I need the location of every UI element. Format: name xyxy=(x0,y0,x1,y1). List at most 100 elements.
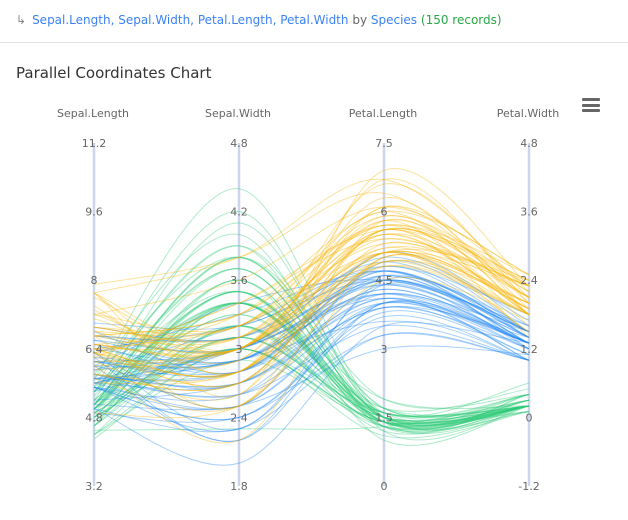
record-line[interactable] xyxy=(93,348,530,440)
record-line[interactable] xyxy=(93,254,530,410)
record-line[interactable] xyxy=(93,256,530,409)
record-line[interactable] xyxy=(93,248,530,382)
record-line[interactable] xyxy=(93,336,530,418)
record-line[interactable] xyxy=(93,336,530,422)
record-line[interactable] xyxy=(93,268,530,426)
record-line[interactable] xyxy=(93,218,530,410)
record-line[interactable] xyxy=(93,306,530,401)
record-line[interactable] xyxy=(93,251,530,377)
record-line[interactable] xyxy=(93,238,530,343)
fields-link[interactable]: Sepal.Length, Sepal.Width, Petal.Length,… xyxy=(32,13,349,27)
record-line[interactable] xyxy=(93,292,530,391)
record-line[interactable] xyxy=(93,274,530,375)
record-line[interactable] xyxy=(93,297,530,381)
record-line[interactable] xyxy=(93,256,530,423)
record-line[interactable] xyxy=(93,279,530,430)
group-link[interactable]: Species xyxy=(370,13,418,27)
record-line[interactable] xyxy=(93,279,530,431)
record-line[interactable] xyxy=(93,265,530,374)
record-line[interactable] xyxy=(93,302,530,422)
record-line[interactable] xyxy=(93,279,530,382)
record-line[interactable] xyxy=(93,246,530,356)
record-line[interactable] xyxy=(93,297,530,388)
record-line[interactable] xyxy=(93,300,530,442)
record-line[interactable] xyxy=(93,399,530,431)
record-line[interactable] xyxy=(93,332,530,423)
record-line[interactable] xyxy=(93,345,530,411)
record-line[interactable] xyxy=(93,242,530,350)
record-line[interactable] xyxy=(93,229,530,354)
record-line[interactable] xyxy=(93,302,530,427)
record-line[interactable] xyxy=(93,348,530,435)
record-line[interactable] xyxy=(93,254,530,444)
record-line[interactable] xyxy=(93,228,530,346)
record-line[interactable] xyxy=(93,275,530,364)
record-line[interactable] xyxy=(93,310,530,421)
record-line[interactable] xyxy=(93,359,530,435)
record-line[interactable] xyxy=(93,320,530,384)
record-line[interactable] xyxy=(93,220,530,353)
record-line[interactable] xyxy=(93,291,530,433)
record-line[interactable] xyxy=(93,227,530,378)
record-line[interactable] xyxy=(93,233,530,351)
record-line[interactable] xyxy=(93,291,530,428)
record-line[interactable] xyxy=(93,348,530,426)
record-line[interactable] xyxy=(93,325,530,435)
record-line[interactable] xyxy=(93,332,530,433)
record-line[interactable] xyxy=(93,277,530,419)
record-line[interactable] xyxy=(93,348,530,425)
record-line[interactable] xyxy=(93,206,530,315)
record-line[interactable] xyxy=(93,224,530,335)
record-line[interactable] xyxy=(93,219,530,358)
record-line[interactable] xyxy=(93,253,530,412)
record-line[interactable] xyxy=(93,279,530,367)
record-line[interactable] xyxy=(93,275,530,363)
record-line[interactable] xyxy=(93,178,530,294)
record-line[interactable] xyxy=(93,245,530,418)
record-line[interactable] xyxy=(93,250,530,391)
record-line[interactable] xyxy=(93,256,530,418)
record-line[interactable] xyxy=(93,261,530,342)
record-line[interactable] xyxy=(93,297,530,384)
record-line[interactable] xyxy=(93,265,530,367)
record-line[interactable] xyxy=(93,250,530,391)
record-line[interactable] xyxy=(93,302,530,418)
record-line[interactable] xyxy=(93,279,530,393)
record-line[interactable] xyxy=(93,284,530,342)
record-line[interactable] xyxy=(93,259,530,388)
record-line[interactable] xyxy=(93,224,530,337)
record-line[interactable] xyxy=(93,301,530,398)
record-line[interactable] xyxy=(93,302,530,420)
record-line[interactable] xyxy=(93,313,530,427)
record-line[interactable] xyxy=(93,270,530,378)
record-line[interactable] xyxy=(93,291,530,425)
record-line[interactable] xyxy=(93,227,530,378)
record-line[interactable] xyxy=(93,229,530,369)
record-line[interactable] xyxy=(93,270,530,343)
record-line[interactable] xyxy=(93,284,530,353)
record-line[interactable] xyxy=(93,302,530,428)
record-line[interactable] xyxy=(93,293,530,371)
record-line[interactable] xyxy=(93,288,530,364)
record-line[interactable] xyxy=(93,210,530,354)
record-line[interactable] xyxy=(93,325,530,427)
record-line[interactable] xyxy=(93,252,530,346)
record-line[interactable] xyxy=(93,276,530,443)
record-line[interactable] xyxy=(93,306,530,410)
record-line[interactable] xyxy=(93,228,530,401)
record-line[interactable] xyxy=(93,197,530,365)
record-line[interactable] xyxy=(93,291,530,417)
record-line[interactable] xyxy=(93,268,530,424)
record-line[interactable] xyxy=(93,336,530,423)
record-line[interactable] xyxy=(93,183,530,353)
record-line[interactable] xyxy=(93,265,530,371)
record-line[interactable] xyxy=(93,256,530,426)
record-line[interactable] xyxy=(93,233,530,354)
record-line[interactable] xyxy=(93,264,530,377)
record-line[interactable] xyxy=(93,302,530,424)
record-line[interactable] xyxy=(93,306,530,388)
record-line[interactable] xyxy=(93,222,530,431)
record-line[interactable] xyxy=(93,215,530,337)
record-line[interactable] xyxy=(93,291,530,429)
record-line[interactable] xyxy=(93,279,530,350)
